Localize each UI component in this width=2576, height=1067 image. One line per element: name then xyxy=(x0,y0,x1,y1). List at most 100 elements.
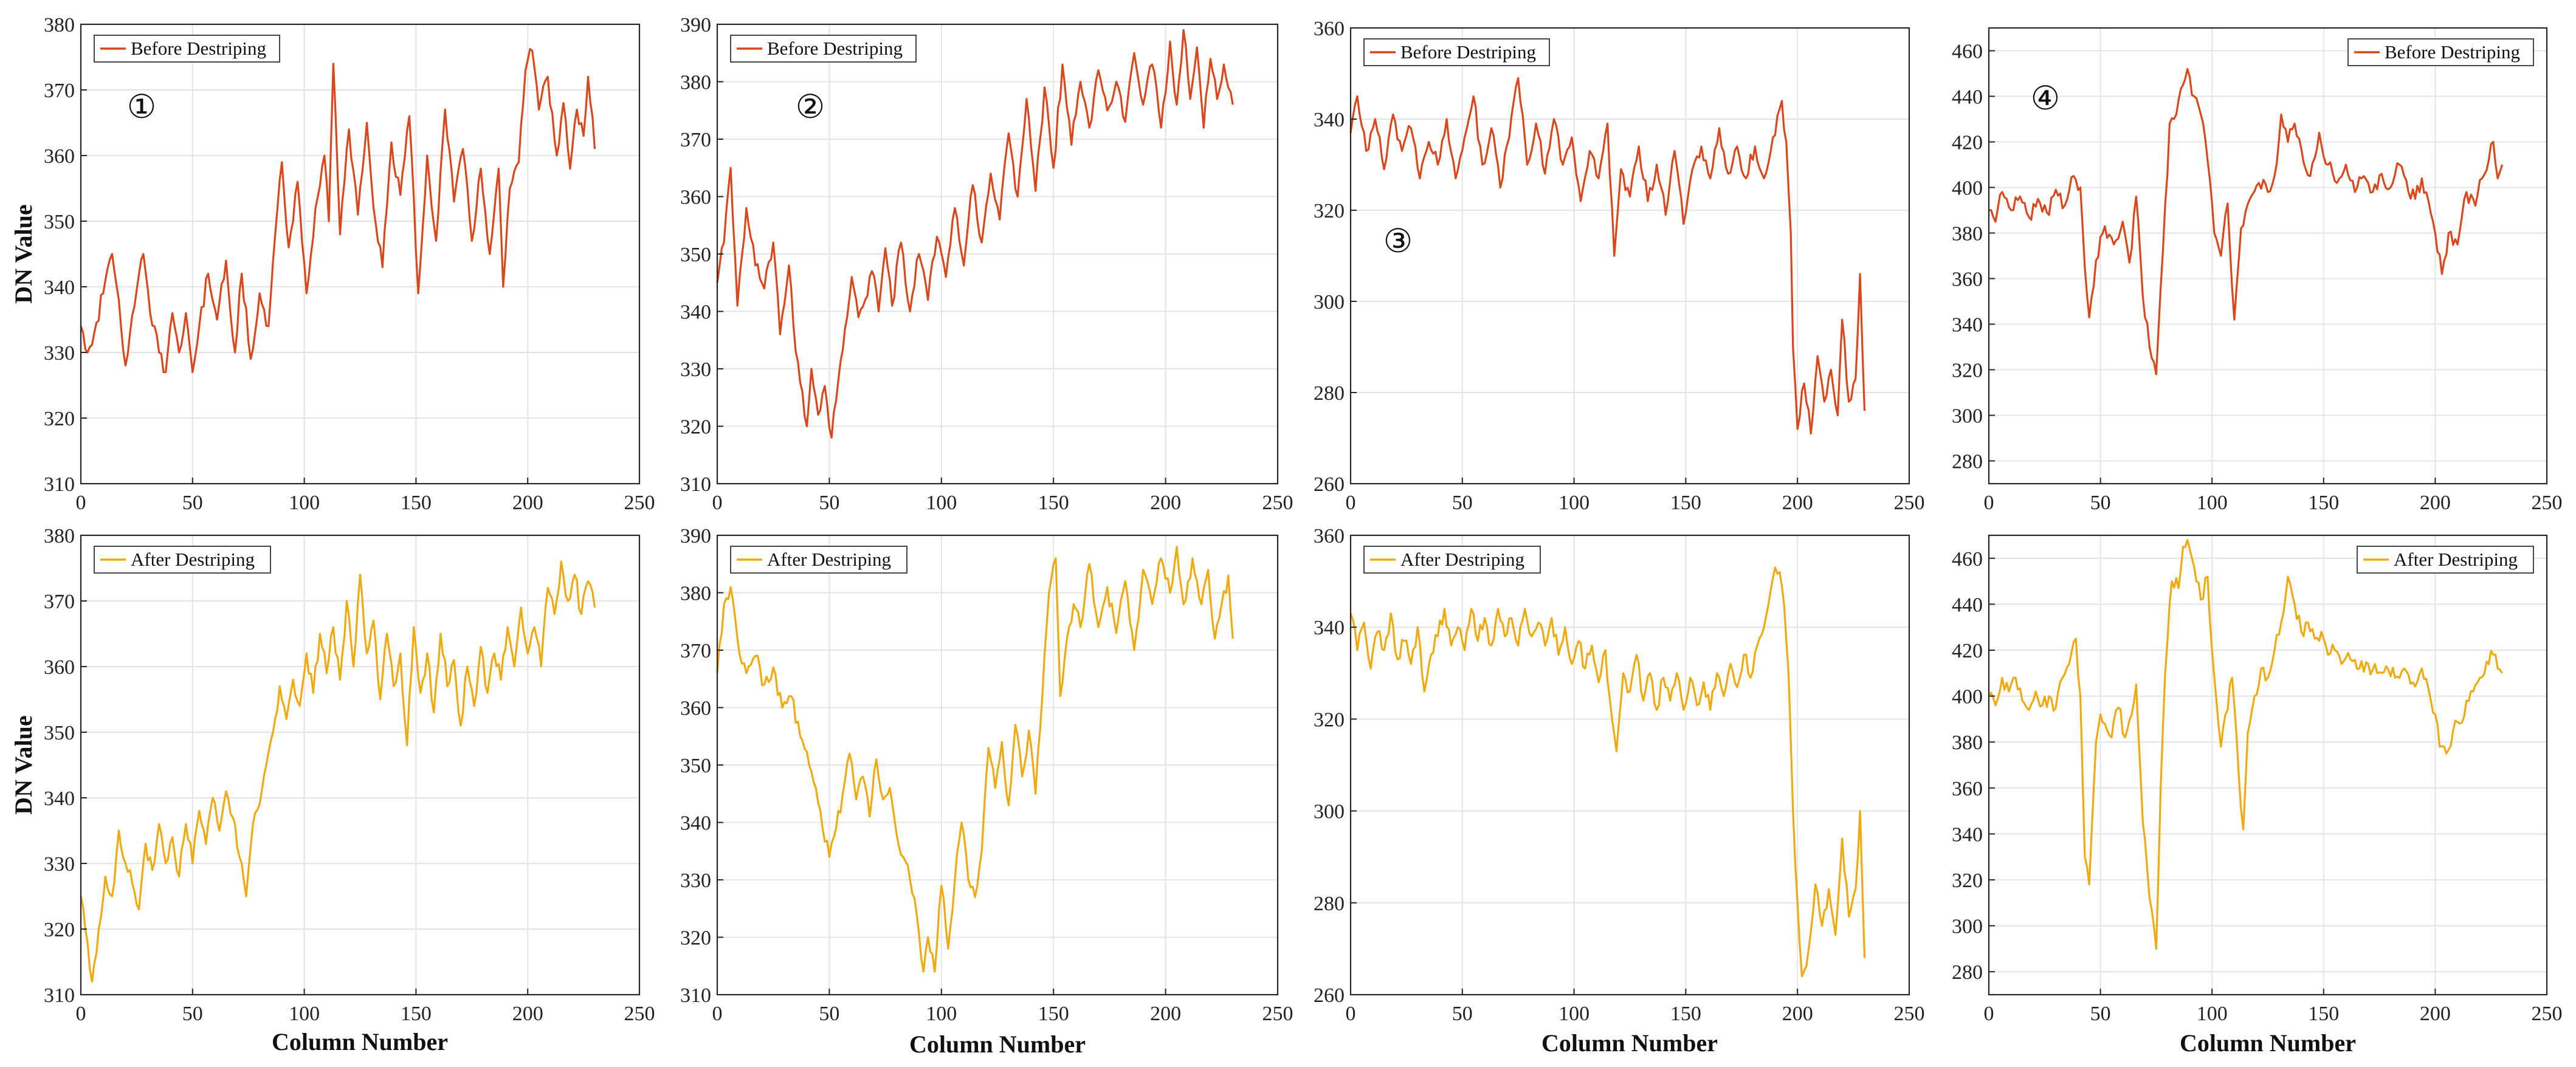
x-tick-label: 0 xyxy=(1984,492,1994,514)
y-tick-label: 400 xyxy=(1952,177,1983,200)
panel-number-marker: ④ xyxy=(2031,80,2060,117)
x-tick-label: 100 xyxy=(1558,492,1589,514)
x-tick-label: 250 xyxy=(1262,492,1293,514)
legend-label: After Destriping xyxy=(2394,549,2518,570)
x-tick-label: 250 xyxy=(1894,492,1925,514)
x-tick-label: 150 xyxy=(1038,492,1069,514)
x-tick-label: 250 xyxy=(624,1003,655,1025)
y-tick-label: 340 xyxy=(680,812,711,835)
x-tick-label: 100 xyxy=(2197,1003,2228,1025)
x-tick-label: 150 xyxy=(401,1003,432,1025)
y-tick-label: 320 xyxy=(1952,360,1983,382)
y-tick-label: 260 xyxy=(1314,984,1345,1007)
y-tick-label: 390 xyxy=(680,14,711,36)
x-tick-label: 0 xyxy=(1346,1003,1356,1025)
y-tick-label: 310 xyxy=(44,473,75,496)
y-tick-label: 260 xyxy=(1314,473,1345,496)
x-tick-label: 50 xyxy=(2090,492,2111,514)
y-tick-label: 340 xyxy=(1952,823,1983,846)
axes-frame xyxy=(80,534,641,996)
chart-panel-4-before: 0 50 100 150 200 250 280 300 320 340 360 380 400 420 4… xyxy=(1952,27,2563,514)
y-tick-label: 380 xyxy=(44,14,75,36)
x-axis-title: Column Number xyxy=(1541,1029,1718,1057)
y-tick-label: 340 xyxy=(44,276,75,299)
y-tick-label: 350 xyxy=(680,755,711,777)
plot-area xyxy=(81,24,639,484)
x-tick-label: 200 xyxy=(1150,1003,1181,1025)
x-axis-title: Column Number xyxy=(2180,1029,2356,1057)
y-tick-label: 420 xyxy=(1952,132,1983,154)
y-tick-label: 380 xyxy=(1952,223,1983,245)
y-tick-label: 370 xyxy=(44,80,75,102)
y-tick-label: 360 xyxy=(44,656,75,679)
x-tick-label: 150 xyxy=(1038,1003,1069,1025)
y-tick-label: 380 xyxy=(680,583,711,605)
y-axis-title-bottom: DN Value xyxy=(10,715,37,814)
y-tick-label: 460 xyxy=(1952,548,1983,571)
panel-number-marker: ① xyxy=(127,89,156,125)
y-tick-label: 360 xyxy=(44,145,75,168)
x-tick-label: 150 xyxy=(401,492,432,514)
y-tick-label: 280 xyxy=(1314,382,1345,405)
y-tick-label: 310 xyxy=(44,984,75,1007)
chart-panel-3-after: 0 50 100 150 200 250 260 280 300 320 340 360 After D… xyxy=(1314,525,1925,1025)
x-tick-label: 0 xyxy=(712,1003,723,1025)
y-tick-label: 460 xyxy=(1952,41,1983,63)
y-tick-label: 300 xyxy=(1952,405,1983,428)
x-tick-label: 50 xyxy=(182,492,203,514)
axes-frame xyxy=(1988,27,2548,485)
x-tick-label: 250 xyxy=(624,492,655,514)
x-tick-label: 50 xyxy=(1452,1003,1473,1025)
axes-frame xyxy=(1349,27,1910,485)
y-tick-label: 400 xyxy=(1952,686,1983,708)
x-tick-label: 200 xyxy=(1782,492,1813,514)
plot-area xyxy=(1351,28,1909,484)
series-line-after xyxy=(1988,539,2503,950)
y-tick-label: 320 xyxy=(680,416,711,439)
y-tick-label: 370 xyxy=(680,129,711,151)
x-tick-label: 100 xyxy=(2197,492,2228,514)
y-tick-label: 310 xyxy=(680,473,711,496)
x-tick-label: 100 xyxy=(1558,1003,1589,1025)
series-line-before xyxy=(716,29,1234,439)
legend-label: Before Destriping xyxy=(767,38,903,59)
y-tick-label: 320 xyxy=(44,919,75,941)
x-tick-label: 150 xyxy=(1670,492,1701,514)
x-tick-label: 200 xyxy=(1782,1003,1813,1025)
legend-label: Before Destriping xyxy=(131,38,266,59)
x-tick-label: 50 xyxy=(1452,492,1473,514)
y-tick-label: 380 xyxy=(44,525,75,547)
y-tick-label: 300 xyxy=(1314,291,1345,314)
y-tick-label: 300 xyxy=(1314,801,1345,823)
chart-panel-2-after: 0 50 100 150 200 250 310 320 330 340 350 360 370 380 3… xyxy=(680,525,1293,1025)
y-tick-label: 360 xyxy=(1314,525,1345,547)
chart-panel-1-before: 0 50 100 150 200 250 310 320 330 340 350 360 370 380 B… xyxy=(44,14,655,514)
y-tick-label: 390 xyxy=(680,525,711,547)
chart-panel-3-before: 0 50 100 150 200 250 260 280 300 320 340 360 Before … xyxy=(1314,18,1925,514)
y-tick-label: 320 xyxy=(680,927,711,950)
x-tick-label: 0 xyxy=(1346,492,1356,514)
series-line-after xyxy=(716,546,1234,973)
axes-frame xyxy=(1988,534,2548,996)
plot-area xyxy=(1989,28,2547,484)
legend-label: Before Destriping xyxy=(2385,41,2520,63)
series-line-before xyxy=(80,48,596,373)
chart-panel-1-after: 0 50 100 150 200 250 310 320 330 340 350 360 370 380 A… xyxy=(44,525,655,1025)
x-tick-label: 100 xyxy=(289,492,320,514)
chart-panel-4-after: 0 50 100 150 200 250 280 300 320 340 360 380 400 420 4… xyxy=(1952,534,2563,1025)
y-tick-label: 440 xyxy=(1952,594,1983,616)
x-tick-label: 50 xyxy=(2090,1003,2111,1025)
y-tick-label: 330 xyxy=(44,853,75,876)
y-tick-label: 420 xyxy=(1952,640,1983,662)
legend-label: After Destriping xyxy=(767,549,891,570)
y-tick-label: 340 xyxy=(1314,617,1345,639)
y-tick-label: 330 xyxy=(44,342,75,365)
x-tick-label: 100 xyxy=(289,1003,320,1025)
legend-label: After Destriping xyxy=(1400,549,1524,570)
y-tick-label: 320 xyxy=(1314,200,1345,222)
x-tick-label: 200 xyxy=(512,1003,543,1025)
panel-number-marker: ③ xyxy=(1383,223,1413,259)
x-axis-title: Column Number xyxy=(272,1028,448,1055)
y-tick-label: 360 xyxy=(1952,269,1983,291)
